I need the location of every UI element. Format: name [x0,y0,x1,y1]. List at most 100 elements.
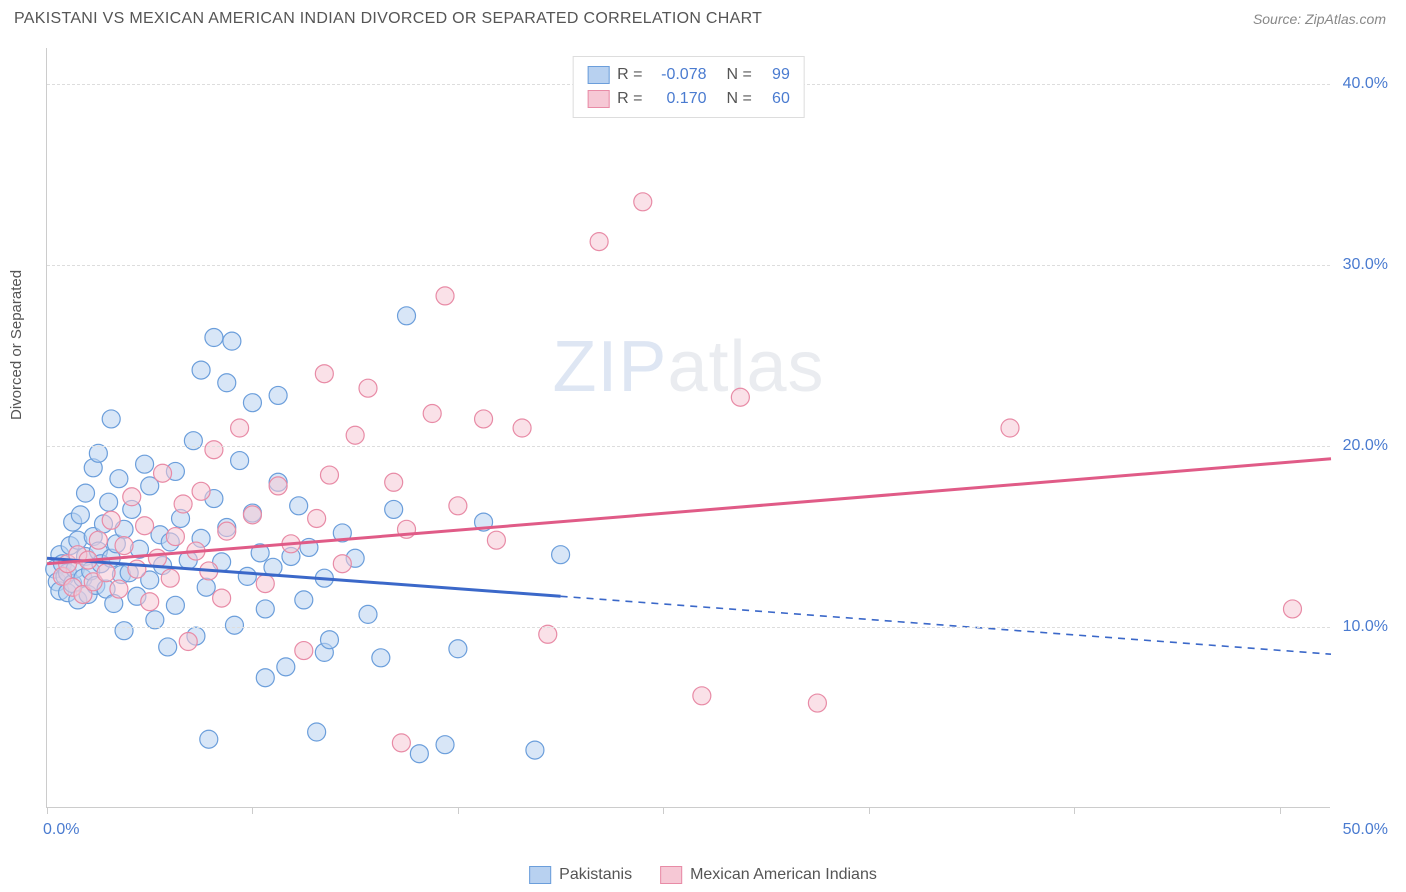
data-point [110,470,128,488]
y-tick-label: 30.0% [1343,256,1388,274]
data-point [218,522,236,540]
data-point [238,567,256,585]
gridline-h [47,627,1330,628]
data-point [154,464,172,482]
data-point [808,694,826,712]
legend-item: Mexican American Indians [660,866,877,884]
data-point [231,419,249,437]
data-point [449,497,467,515]
data-point [392,734,410,752]
data-point [97,564,115,582]
data-point [166,528,184,546]
data-point [398,307,416,325]
trend-line [47,459,1331,564]
data-point [136,455,154,473]
data-point [436,287,454,305]
data-point [359,605,377,623]
data-point [552,546,570,564]
data-point [590,233,608,251]
series-legend: Pakistanis Mexican American Indians [529,866,877,884]
x-tick [458,807,459,814]
legend-row: R = -0.078 N = 99 [587,63,790,87]
legend-r-label: R = [617,63,642,87]
data-point [269,477,287,495]
data-point [123,488,141,506]
data-point [161,569,179,587]
data-point [315,365,333,383]
data-point [256,600,274,618]
data-point [89,531,107,549]
data-point [218,374,236,392]
data-point [141,593,159,611]
legend-r-value: 0.170 [651,87,707,111]
data-point [295,642,313,660]
gridline-h [47,446,1330,447]
legend-row: R = 0.170 N = 60 [587,87,790,111]
source-attribution: Source: ZipAtlas.com [1253,11,1386,27]
data-point [71,506,89,524]
data-point [231,452,249,470]
data-point [308,723,326,741]
scatter-plot-svg [47,48,1330,807]
legend-item: Pakistanis [529,866,632,884]
data-point [423,405,441,423]
data-point [526,741,544,759]
data-point [200,730,218,748]
data-point [136,517,154,535]
data-point [269,386,287,404]
y-axis-label: Divorced or Separated [8,270,25,420]
x-tick [869,807,870,814]
data-point [205,441,223,459]
x-tick [47,807,48,814]
legend-label: Pakistanis [559,866,632,884]
legend-n-value: 60 [760,87,790,111]
data-point [110,580,128,598]
data-point [1001,419,1019,437]
data-point [320,466,338,484]
data-point [333,555,351,573]
data-point [115,537,133,555]
y-tick-label: 20.0% [1343,437,1388,455]
legend-r-label: R = [617,87,642,111]
data-point [634,193,652,211]
data-point [223,332,241,350]
legend-n-label: N = [727,63,752,87]
data-point [243,394,261,412]
legend-n-value: 99 [760,63,790,87]
data-point [320,631,338,649]
chart-plot-area: ZIPatlas R =-0.078N =99R =0.170N =60 10.… [46,48,1330,808]
x-tick-label: 0.0% [43,821,79,839]
y-tick-label: 10.0% [1343,618,1388,636]
gridline-h [47,265,1330,266]
data-point [359,379,377,397]
data-point [295,591,313,609]
data-point [487,531,505,549]
data-point [179,633,197,651]
data-point [174,495,192,513]
data-point [205,329,223,347]
data-point [372,649,390,667]
chart-title: PAKISTANI VS MEXICAN AMERICAN INDIAN DIV… [14,10,762,28]
data-point [731,388,749,406]
legend-n-label: N = [727,87,752,111]
data-point [308,509,326,527]
data-point [243,506,261,524]
data-point [385,500,403,518]
legend-r-value: -0.078 [651,63,707,87]
data-point [100,493,118,511]
data-point [102,410,120,428]
data-point [449,640,467,658]
data-point [197,578,215,596]
data-point [256,575,274,593]
data-point [192,482,210,500]
legend-swatch [587,90,609,108]
data-point [166,596,184,614]
trend-line-extrapolated [561,596,1331,654]
y-tick-label: 40.0% [1343,75,1388,93]
data-point [290,497,308,515]
legend-label: Mexican American Indians [690,866,877,884]
correlation-legend: R = -0.078 N = 99 R = 0.170 N = 60 [572,56,805,118]
data-point [115,622,133,640]
data-point [128,560,146,578]
data-point [346,426,364,444]
